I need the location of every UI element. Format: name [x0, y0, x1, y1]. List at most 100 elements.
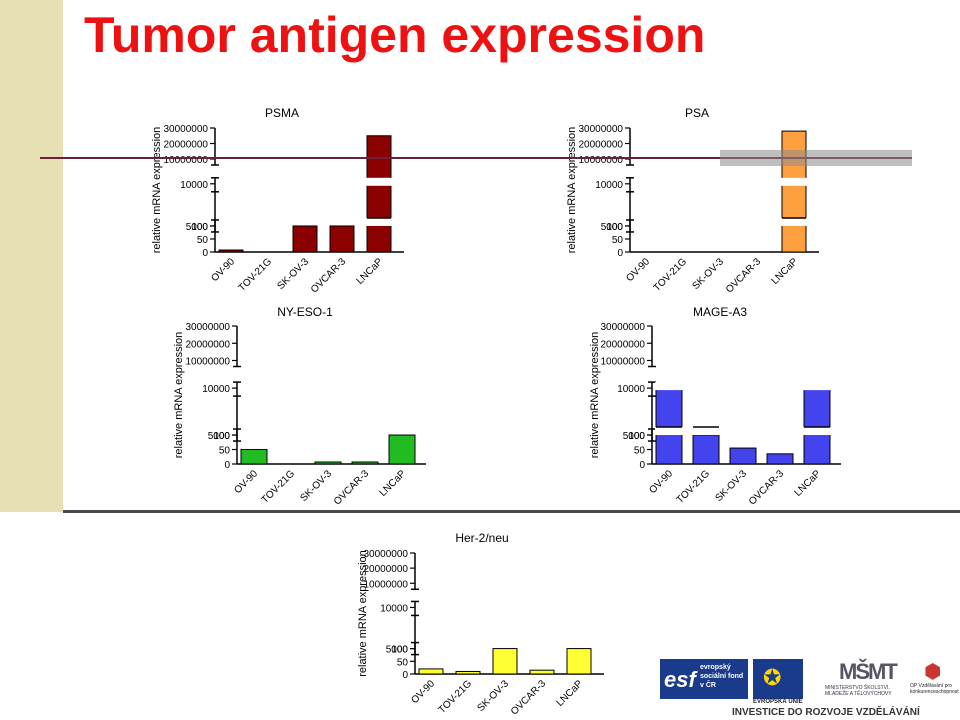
- chart-4: Her-2/neu relative mRNA expression 0 501005…: [357, 531, 604, 718]
- y-tick-label: 10000: [380, 603, 408, 614]
- bar-break-gap: [655, 382, 683, 391]
- y-tick-label: 30000000: [579, 124, 624, 135]
- y-axis-label: relative mRNA expression: [173, 332, 185, 459]
- y-tick-label: 0: [202, 248, 208, 259]
- bar: [292, 225, 318, 253]
- y-tick-label: 10000000: [601, 357, 646, 368]
- divider-line: [63, 510, 960, 513]
- chart-3: MAGE-A3 relative mRNA expression 0 50 100500…: [589, 305, 841, 508]
- bar: [566, 648, 592, 675]
- y-tick-label: 20000000: [579, 140, 624, 151]
- eu-flag-logo: ✪: [753, 659, 803, 699]
- x-tick-label: LNCaP: [770, 256, 801, 287]
- page-title: Tumor antigen expression: [84, 7, 706, 63]
- bar: [766, 453, 794, 465]
- y-tick-label: 20000000: [164, 140, 209, 151]
- y-tick-label: 50: [219, 446, 231, 457]
- y-tick-label: 10000000: [186, 357, 231, 368]
- bar: [492, 648, 518, 675]
- x-tick-label: TOV-21G: [675, 468, 713, 506]
- y-tick-label: 100: [606, 222, 623, 233]
- y-tick-label: 20000000: [364, 564, 409, 575]
- y-tick-label: 5000: [623, 431, 646, 442]
- y-tick-label: 20000000: [186, 339, 231, 350]
- bar: [388, 434, 416, 465]
- chart-2: NY-ESO-1 relative mRNA expression 0 50 10050…: [173, 305, 426, 508]
- y-tick-label: 50: [397, 657, 409, 668]
- y-tick-label: 10000000: [164, 155, 209, 166]
- msmt-text: MINISTERSTVO ŠKOLSTVÍ, MLÁDEŽE A TĚLOVÝC…: [825, 685, 892, 697]
- x-tick-label: OVCAR-3: [747, 468, 787, 508]
- bar: [418, 668, 444, 675]
- y-tick-label: 50: [634, 446, 646, 457]
- y-tick-label: 30000000: [601, 322, 646, 333]
- bar-break-gap: [692, 427, 720, 436]
- y-tick-label: 30000000: [364, 549, 409, 560]
- y-axis-label: relative mRNA expression: [357, 550, 369, 677]
- msmt-logo: MŠMT MINISTERSTVO ŠKOLSTVÍ, MLÁDEŽE A TĚ…: [825, 659, 905, 699]
- y-axis-label: relative mRNA expression: [566, 127, 578, 254]
- x-tick-label: TOV-21G: [237, 256, 275, 294]
- x-tick-label: LNCaP: [555, 678, 586, 709]
- x-tick-label: TOV-21G: [437, 678, 475, 716]
- bar-break-gap: [655, 427, 683, 436]
- y-tick-label: 100: [628, 431, 645, 442]
- y-tick-label: 50: [612, 235, 624, 246]
- y-tick-label: 20000000: [601, 339, 646, 350]
- bar: [351, 461, 379, 465]
- y-tick-label: 10000000: [579, 155, 624, 166]
- y-tick-label: 50: [197, 235, 209, 246]
- eu-stars-icon: ✪: [763, 665, 782, 690]
- y-tick-label: 100: [391, 645, 408, 656]
- x-tick-label: SK-OV-3: [713, 468, 749, 504]
- bar: [455, 670, 481, 675]
- y-tick-label: 5000: [601, 222, 624, 233]
- x-tick-label: SK-OV-3: [690, 256, 726, 292]
- bar-break-gap: [366, 177, 392, 186]
- x-tick-label: OV-90: [624, 256, 652, 284]
- bar-break-gap: [803, 382, 831, 391]
- op-logo: ⬢ OP Vzdělávání pro konkurenceschopnost: [910, 659, 959, 699]
- x-tick-label: TOV-21G: [652, 256, 690, 294]
- y-tick-label: 10000: [595, 180, 623, 191]
- x-tick-label: LNCaP: [355, 256, 386, 287]
- y-tick-label: 10000: [180, 180, 208, 191]
- sponsor-logos: evropský sociální fond v ČR esf ✪ EVROPS…: [660, 655, 960, 720]
- esf-logo-mark: esf: [664, 667, 696, 692]
- y-tick-label: 0: [639, 460, 645, 471]
- x-tick-label: OV-90: [232, 468, 260, 496]
- msmt-mark: MŠMT: [839, 659, 898, 684]
- chart-title: MAGE-A3: [693, 305, 747, 319]
- bar: [329, 225, 355, 253]
- x-tick-label: LNCaP: [378, 468, 409, 499]
- y-tick-label: 5000: [386, 645, 409, 656]
- bar: [366, 135, 392, 253]
- x-tick-label: OV-90: [209, 256, 237, 284]
- y-tick-label: 0: [402, 670, 408, 681]
- y-tick-label: 10000: [617, 384, 645, 395]
- highlight-band: [720, 150, 912, 166]
- y-axis-label: relative mRNA expression: [151, 127, 163, 254]
- chart-title: PSMA: [265, 106, 299, 120]
- y-tick-label: 0: [224, 460, 230, 471]
- y-tick-label: 30000000: [186, 322, 231, 333]
- esf-logo: evropský sociální fond v ČR esf: [660, 659, 748, 699]
- x-tick-label: SK-OV-3: [475, 678, 511, 714]
- bar: [240, 449, 268, 465]
- y-tick-label: 30000000: [164, 124, 209, 135]
- x-tick-label: OVCAR-3: [332, 468, 372, 508]
- x-tick-label: SK-OV-3: [298, 468, 334, 504]
- y-tick-label: 0: [617, 248, 623, 259]
- y-axis-label: relative mRNA expression: [589, 332, 601, 459]
- chart-title: Her-2/neu: [455, 531, 508, 545]
- x-tick-label: OVCAR-3: [309, 256, 349, 296]
- bar-break-gap: [366, 217, 392, 226]
- x-tick-label: OV-90: [647, 468, 675, 496]
- footer-slogan: INVESTICE DO ROZVOJE VZDĚLÁVÁNÍ: [732, 707, 920, 718]
- bar: [692, 434, 720, 465]
- esf-logo-text: evropský sociální fond v ČR: [700, 664, 744, 689]
- chart-title: PSA: [685, 106, 709, 120]
